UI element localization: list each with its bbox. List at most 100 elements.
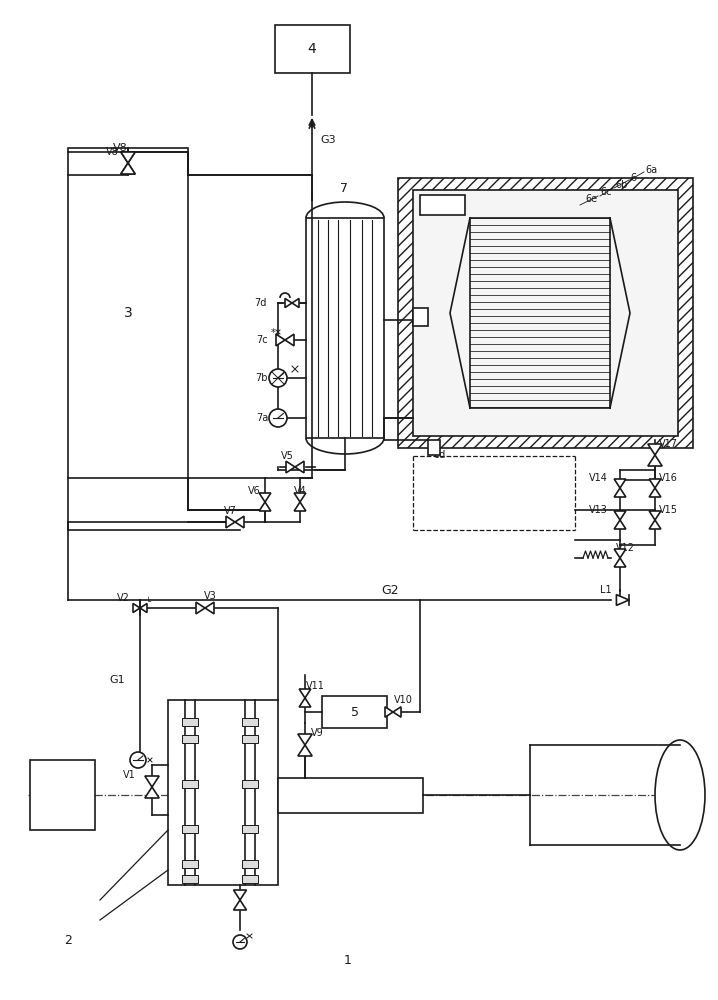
Circle shape	[233, 935, 247, 949]
Polygon shape	[196, 602, 205, 614]
Polygon shape	[614, 488, 626, 497]
Circle shape	[269, 409, 287, 427]
Text: 6c: 6c	[600, 187, 612, 197]
Polygon shape	[205, 602, 214, 614]
Polygon shape	[648, 444, 662, 455]
Bar	[242, 825, 258, 833]
Bar	[182, 718, 198, 726]
Polygon shape	[614, 520, 626, 529]
Text: V4: V4	[294, 486, 307, 496]
Polygon shape	[614, 549, 626, 558]
Text: *: *	[271, 328, 276, 338]
Ellipse shape	[655, 740, 705, 850]
Text: V9: V9	[311, 728, 323, 738]
Bar	[530, 745, 680, 845]
Polygon shape	[233, 890, 246, 900]
Text: G3: G3	[320, 135, 335, 145]
Text: 1: 1	[344, 954, 352, 966]
Polygon shape	[292, 298, 299, 308]
Polygon shape	[145, 787, 159, 798]
Text: 2: 2	[64, 934, 72, 946]
Polygon shape	[276, 334, 285, 346]
Bar	[413, 190, 678, 436]
Bar	[68, 148, 188, 478]
Text: V15: V15	[658, 505, 678, 515]
Bar	[242, 718, 258, 726]
Text: 4: 4	[307, 42, 317, 56]
Polygon shape	[121, 163, 135, 174]
Text: 6d: 6d	[433, 450, 445, 460]
Polygon shape	[226, 516, 235, 528]
Text: 6e: 6e	[585, 194, 597, 204]
Bar	[242, 780, 258, 788]
Bar	[242, 860, 258, 868]
Text: V8: V8	[106, 147, 118, 157]
Polygon shape	[140, 603, 147, 613]
Text: V16: V16	[658, 473, 678, 483]
Text: V5: V5	[281, 451, 294, 461]
Text: 7a: 7a	[256, 413, 268, 423]
Bar	[182, 780, 198, 788]
Polygon shape	[393, 707, 401, 717]
Polygon shape	[385, 707, 393, 717]
Polygon shape	[649, 479, 661, 488]
Text: V7: V7	[223, 506, 236, 516]
Bar	[278, 778, 423, 813]
Polygon shape	[145, 776, 159, 787]
Polygon shape	[649, 488, 661, 497]
Bar	[413, 308, 428, 326]
Circle shape	[269, 369, 287, 387]
Bar	[242, 875, 258, 883]
Text: └: └	[146, 597, 151, 606]
Bar	[182, 735, 198, 743]
Bar	[182, 860, 198, 868]
Text: V8: V8	[113, 143, 127, 153]
Text: G1: G1	[109, 675, 125, 685]
Text: 7b: 7b	[256, 373, 268, 383]
Polygon shape	[259, 502, 271, 511]
Bar	[182, 825, 198, 833]
Polygon shape	[259, 493, 271, 502]
Polygon shape	[121, 152, 135, 163]
Polygon shape	[616, 595, 629, 605]
Polygon shape	[299, 698, 311, 707]
Polygon shape	[649, 511, 661, 520]
Bar	[168, 700, 278, 885]
Text: 3: 3	[123, 306, 132, 320]
Bar	[322, 696, 387, 728]
Text: 6b: 6b	[615, 180, 628, 190]
Polygon shape	[648, 455, 662, 466]
Text: V11: V11	[306, 681, 325, 691]
Bar	[30, 760, 95, 830]
Polygon shape	[233, 900, 246, 910]
Text: 7c: 7c	[256, 335, 268, 345]
Bar	[306, 218, 384, 438]
Bar	[275, 25, 350, 73]
Text: 6: 6	[630, 173, 636, 183]
Text: 5: 5	[351, 706, 359, 718]
Polygon shape	[614, 511, 626, 520]
Text: V13: V13	[589, 505, 608, 515]
Polygon shape	[614, 479, 626, 488]
Polygon shape	[649, 520, 661, 529]
Bar	[182, 875, 198, 883]
Polygon shape	[286, 461, 295, 473]
Bar	[428, 440, 440, 455]
Text: V6: V6	[248, 486, 261, 496]
Text: V2: V2	[117, 593, 130, 603]
Polygon shape	[614, 558, 626, 567]
Text: L1: L1	[600, 585, 612, 595]
Text: V14: V14	[589, 473, 608, 483]
Polygon shape	[121, 152, 135, 163]
Text: V1: V1	[123, 770, 136, 780]
Bar	[398, 178, 693, 448]
Polygon shape	[235, 516, 244, 528]
Polygon shape	[294, 493, 306, 502]
Bar	[242, 735, 258, 743]
Text: 6a: 6a	[645, 165, 657, 175]
Text: V12: V12	[615, 543, 635, 553]
Polygon shape	[121, 163, 135, 174]
Polygon shape	[298, 745, 312, 756]
Text: V10: V10	[393, 695, 412, 705]
Polygon shape	[298, 734, 312, 745]
